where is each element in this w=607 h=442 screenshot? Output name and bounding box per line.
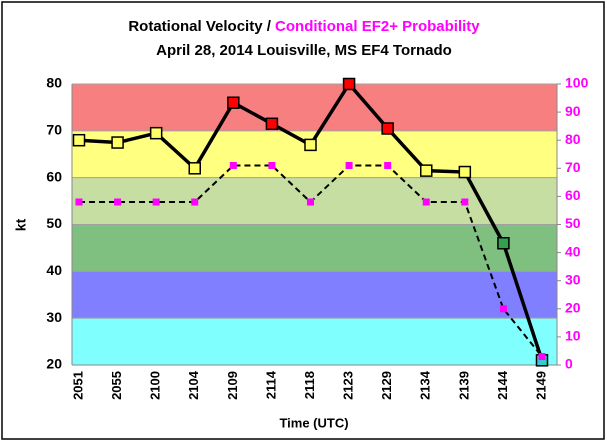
x-tick-label: 2123 xyxy=(341,371,356,400)
chart-title: Rotational Velocity / Conditional EF2+ P… xyxy=(128,18,480,35)
point-marker xyxy=(72,133,86,147)
point-marker xyxy=(497,236,510,250)
x-tick-label: 2055 xyxy=(109,371,124,400)
y2-tick-label: 100 xyxy=(565,75,589,91)
x-tick-label: 2109 xyxy=(225,371,240,400)
point-marker xyxy=(75,198,83,206)
y-axis-label: kt xyxy=(13,218,29,231)
band xyxy=(72,271,557,319)
x-tick-label: 2134 xyxy=(418,370,433,400)
point-marker xyxy=(307,198,314,206)
point-marker xyxy=(422,198,430,206)
point-marker xyxy=(420,164,433,177)
point-marker xyxy=(114,198,122,206)
point-marker xyxy=(152,198,160,206)
point-marker xyxy=(304,138,317,152)
x-tick-label: 2149 xyxy=(533,371,548,400)
chart-subtitle: April 28, 2014 Louisville, MS EF4 Tornad… xyxy=(156,42,452,59)
point-marker xyxy=(538,353,546,361)
x-tick-label: 2100 xyxy=(148,371,163,400)
y2-tick-label: 10 xyxy=(565,328,581,344)
point-marker xyxy=(227,96,240,109)
y-tick-label: 70 xyxy=(46,122,62,138)
y2-tick-label: 80 xyxy=(565,131,581,147)
x-tick-label: 2139 xyxy=(456,371,471,400)
y-tick-label: 30 xyxy=(46,309,62,325)
y-tick-label: 60 xyxy=(46,168,62,184)
point-marker xyxy=(381,122,394,135)
y2-tick-label: 20 xyxy=(565,300,581,316)
point-marker xyxy=(111,136,124,149)
point-marker xyxy=(229,161,237,169)
point-marker xyxy=(265,117,279,131)
point-marker xyxy=(188,162,201,175)
x-tick-label: 2104 xyxy=(186,370,201,400)
y-tick-label: 50 xyxy=(46,215,62,231)
x-tick-label: 2129 xyxy=(379,371,394,400)
point-marker xyxy=(345,161,353,169)
point-marker xyxy=(458,165,472,179)
y-tick-label: 80 xyxy=(46,75,62,91)
band xyxy=(72,84,557,131)
y-tick-label: 40 xyxy=(46,262,62,278)
title-part: Rotational Velocity / xyxy=(128,18,275,35)
y2-tick-label: 50 xyxy=(565,215,581,231)
y2-tick-label: 30 xyxy=(565,271,581,287)
band xyxy=(72,224,557,272)
x-tick-label: 2051 xyxy=(70,371,85,400)
point-marker xyxy=(191,198,199,206)
y2-tick-label: 70 xyxy=(565,159,581,175)
x-tick-label: 2118 xyxy=(302,371,317,399)
x-tick-label: 2144 xyxy=(495,370,510,400)
point-marker xyxy=(342,77,356,91)
x-axis-label: Time (UTC) xyxy=(279,415,348,430)
title-highlight: Conditional EF2+ Probability xyxy=(275,18,480,35)
band xyxy=(72,318,557,365)
point-marker xyxy=(461,198,469,206)
y2-tick-label: 60 xyxy=(565,187,581,203)
y2-tick-label: 0 xyxy=(565,356,573,372)
x-tick-label: 2114 xyxy=(263,370,278,399)
y2-tick-label: 90 xyxy=(565,103,581,119)
y2-tick-label: 40 xyxy=(565,243,581,259)
point-marker xyxy=(149,126,163,140)
y-tick-label: 20 xyxy=(46,356,62,372)
point-marker xyxy=(499,305,507,313)
point-marker xyxy=(268,161,276,169)
point-marker xyxy=(384,161,392,169)
